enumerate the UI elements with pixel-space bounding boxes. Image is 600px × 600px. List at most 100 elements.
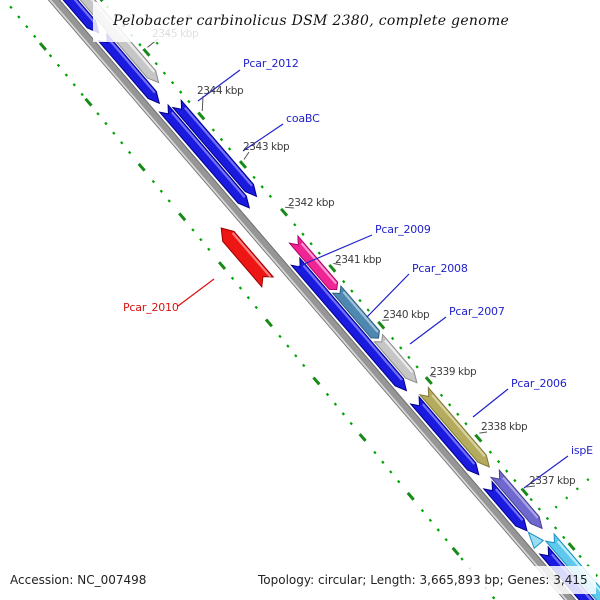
gene-arrow-blue-c[interactable] (158, 103, 251, 209)
minor-tick-outer (390, 336, 395, 341)
tick-leader-line (333, 262, 342, 266)
minor-tick-outer (529, 497, 533, 502)
minor-tick-outer (578, 554, 582, 559)
minor-tick-inner (278, 334, 282, 339)
minor-tick-outer (366, 308, 370, 312)
minor-tick-inner (333, 402, 338, 406)
minor-tick-outer (342, 279, 346, 284)
minor-tick-inner (230, 276, 235, 281)
minor-tick-inner (9, 5, 13, 10)
major-tick-inner (178, 212, 187, 222)
major-tick-inner (358, 433, 367, 442)
minor-tick-inner (389, 470, 393, 474)
gene-label-pcar-2006[interactable]: Pcar_2006 (511, 377, 567, 390)
minor-tick-inner (159, 189, 163, 193)
gene-label-coabc[interactable]: coaBC (286, 112, 320, 125)
minor-tick-inner (428, 518, 433, 523)
radial-tick (586, 478, 590, 482)
major-tick-inner (451, 546, 460, 556)
gene-arrow-blue-b[interactable] (97, 32, 161, 105)
minor-tick-inner (191, 228, 195, 232)
gene-arrow-blue-c-highlight (170, 111, 246, 198)
minor-tick-outer (399, 346, 403, 350)
minor-tick-inner (246, 296, 251, 300)
minor-tick-inner (25, 25, 29, 29)
gene-arrow-blue-f-highlight (494, 488, 524, 521)
gene-arrow-pcar-2007[interactable] (373, 333, 418, 384)
gene-arrow-ispe-highlight (502, 476, 539, 519)
minor-tick-inner (373, 450, 377, 455)
gene-arrow-pcar-2006[interactable] (418, 386, 491, 468)
minor-tick-outer (537, 507, 541, 511)
minor-tick-inner (112, 131, 116, 135)
minor-tick-inner (460, 557, 464, 561)
major-tick-inner (406, 491, 415, 501)
minor-tick-inner (167, 199, 171, 203)
gene-arrow-ispe[interactable] (489, 468, 543, 530)
backbone-highlight (48, 0, 568, 600)
minor-tick-outer (293, 223, 297, 227)
tick-label-2338: 2338 kbp (481, 421, 528, 433)
major-tick-outer (197, 111, 206, 121)
minor-tick-inner (341, 412, 345, 416)
minor-tick-inner (436, 528, 440, 532)
radial-tick (565, 496, 569, 500)
minor-tick-outer (138, 43, 142, 47)
gene-label-pcar-2007[interactable]: Pcar_2007 (449, 305, 505, 318)
major-tick-outer (474, 433, 483, 443)
major-tick-outer (279, 207, 289, 217)
minor-tick-outer (456, 412, 460, 416)
gene-arrow-blue-d[interactable] (290, 256, 408, 392)
gene-arrow-pcar-2009[interactable] (288, 234, 339, 291)
minor-tick-inner (199, 237, 203, 242)
minor-tick-outer (170, 80, 175, 85)
minor-tick-inner (397, 479, 401, 484)
gene-arrow-coabc[interactable] (171, 98, 258, 198)
gene-label-pcar-2012[interactable]: Pcar_2012 (243, 57, 299, 70)
tick-leader-line (479, 431, 488, 434)
minor-tick-outer (464, 422, 468, 426)
minor-tick-inner (17, 15, 21, 19)
minor-tick-inner (491, 596, 496, 600)
tick-label-2339: 2339 kbp (430, 366, 477, 378)
minor-tick-outer (562, 535, 566, 540)
tick-leader-line (285, 206, 295, 209)
status-accession: Accession: NC_007498 (10, 573, 146, 587)
minor-tick-outer (301, 232, 305, 236)
radial-tick (575, 487, 579, 491)
gene-arrow-pcar-2010-highlight (231, 232, 272, 278)
minor-tick-inner (151, 179, 156, 184)
minor-tick-outer (179, 90, 183, 94)
minor-tick-inner (254, 305, 258, 310)
radial-tick (155, 41, 159, 45)
minor-tick-outer (545, 516, 550, 521)
tick-label-2342: 2342 kbp (288, 197, 335, 209)
gene-arrow-pcar-2010[interactable] (220, 227, 275, 289)
minor-tick-inner (349, 421, 353, 426)
minor-tick-outer (317, 251, 321, 255)
minor-tick-outer (488, 450, 493, 454)
status-summary: Topology: circular; Length: 3,665,893 bp… (257, 573, 588, 587)
major-tick-inner (264, 318, 273, 328)
minor-tick-inner (420, 508, 425, 513)
gene-arrow-blue-e[interactable] (409, 395, 480, 476)
gene-leader-line (409, 316, 447, 345)
gene-arrow-pcar-2008[interactable] (331, 284, 380, 339)
gene-label-pcar-2009[interactable]: Pcar_2009 (375, 223, 431, 236)
gene-arrow-blue-f[interactable] (482, 480, 528, 532)
minor-tick-inner (33, 34, 37, 39)
gene-arrow-cyan-small[interactable] (527, 531, 545, 550)
gene-label-ispe[interactable]: ispE (571, 444, 593, 457)
gene-label-pcar-2008[interactable]: Pcar_2008 (412, 262, 468, 275)
minor-tick-inner (381, 460, 385, 464)
minor-tick-outer (187, 99, 191, 104)
gene-arrow-pcar-2008-highlight (342, 291, 379, 333)
major-tick-outer (142, 47, 151, 57)
major-tick-outer (377, 320, 386, 330)
minor-tick-inner (302, 363, 306, 368)
tick-label-2344: 2344 kbp (197, 85, 244, 97)
minor-tick-outer (513, 478, 517, 483)
gene-label-pcar-2010[interactable]: Pcar_2010 (123, 301, 179, 314)
